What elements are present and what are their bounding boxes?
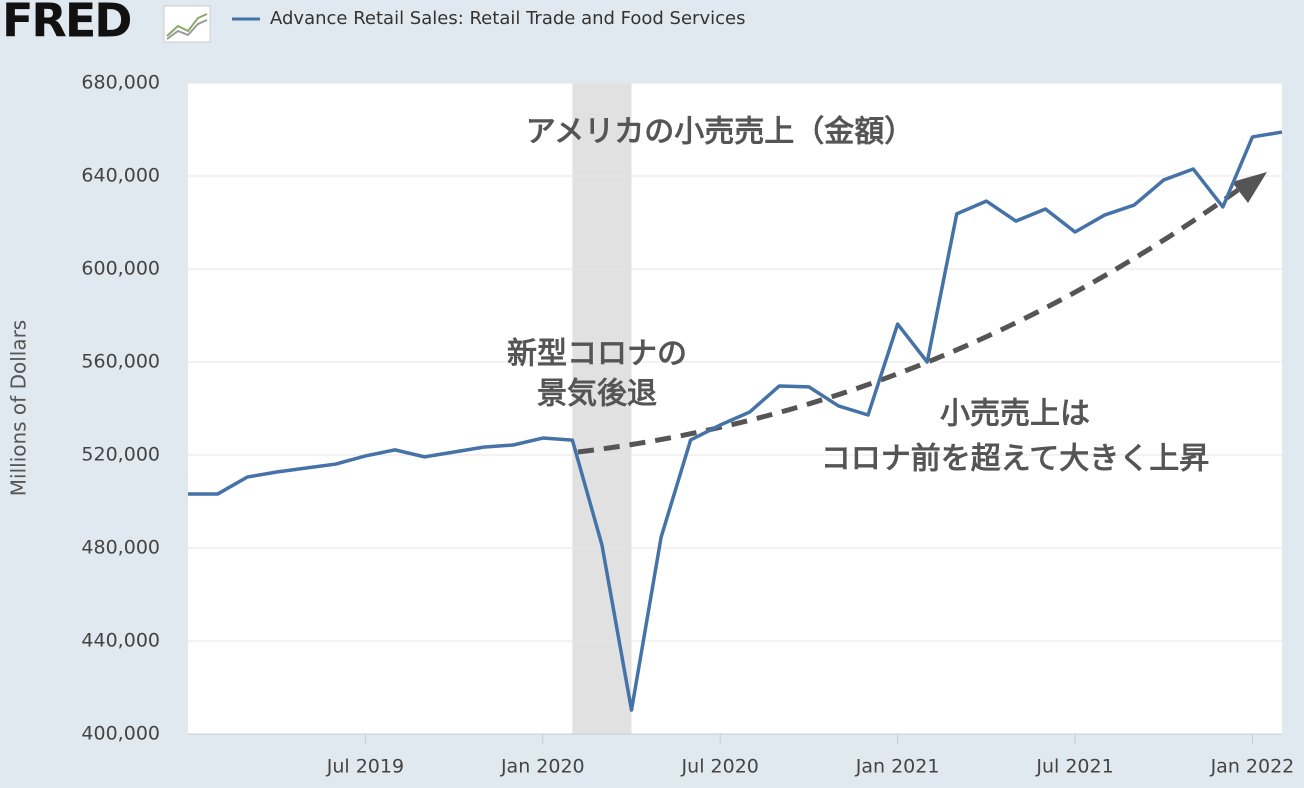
y-tick-label: 440,000 — [81, 630, 160, 652]
x-tick-label: Jul 2021 — [1035, 756, 1113, 778]
annotation: 小売売上は — [940, 397, 1090, 432]
series-line — [188, 130, 1283, 712]
y-tick-label: 600,000 — [81, 258, 160, 280]
x-tick-label: Jan 2021 — [855, 756, 940, 778]
annotation: 景気後退 — [537, 377, 657, 412]
annotation: 新型コロナの — [507, 337, 687, 372]
plot-area — [188, 83, 1282, 734]
x-tick-label: Jan 2020 — [500, 756, 585, 778]
y-tick-label: 560,000 — [81, 351, 160, 373]
logo: FRED — [2, 0, 130, 48]
y-axis-label: Millions of Dollars — [7, 320, 31, 496]
x-tick-label: Jul 2019 — [326, 756, 404, 778]
chart-title: アメリカの小売売上（金額） — [526, 115, 915, 150]
x-tick-label: Jul 2020 — [681, 756, 759, 778]
y-tick-label: 680,000 — [81, 72, 160, 94]
x-tick-label: Jan 2022 — [1210, 756, 1295, 778]
y-tick-label: 520,000 — [81, 444, 160, 466]
logo-icon — [163, 5, 211, 43]
recession-band — [572, 83, 632, 734]
trend-arrow — [577, 187, 1240, 455]
arrow-head — [1232, 172, 1267, 203]
y-tick-label: 480,000 — [81, 537, 160, 559]
legend-label: Advance Retail Sales: Retail Trade and F… — [270, 8, 745, 29]
y-tick-label: 400,000 — [81, 723, 160, 745]
annotation: コロナ前を超えて大きく上昇 — [821, 442, 1210, 477]
y-tick-label: 640,000 — [81, 165, 160, 187]
